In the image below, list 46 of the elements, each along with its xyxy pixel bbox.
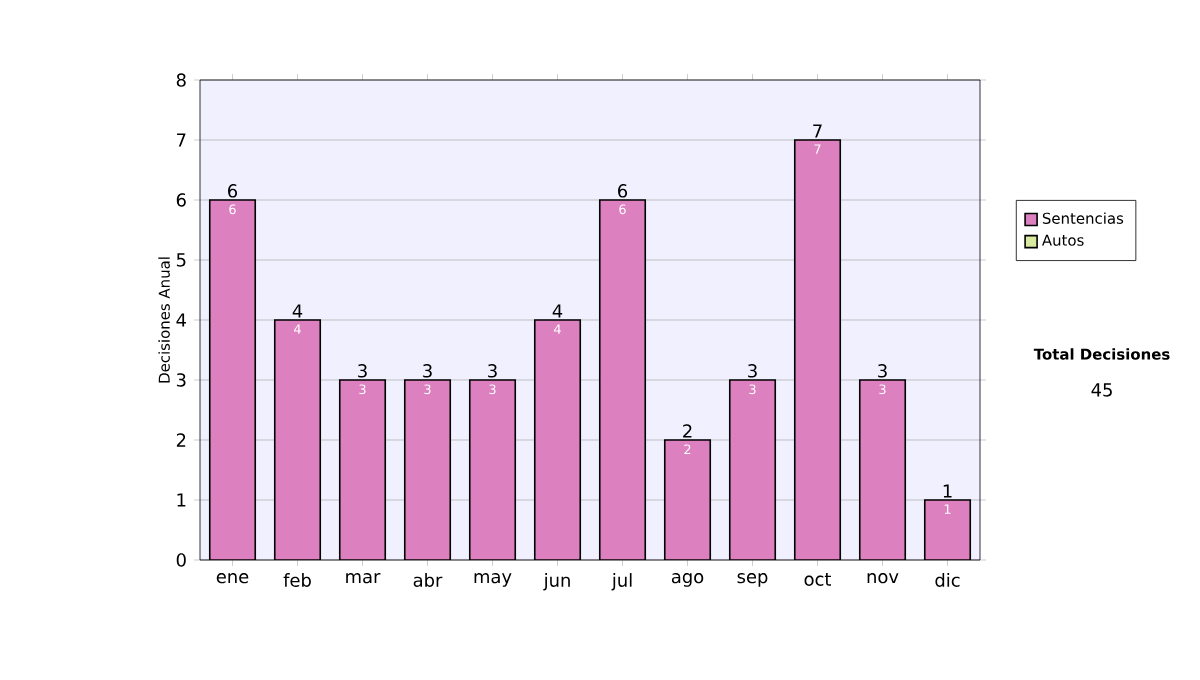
x-tick-label: mar xyxy=(346,573,381,584)
total-label: 4 xyxy=(552,304,563,318)
bar xyxy=(274,320,321,560)
total-label: 3 xyxy=(748,364,757,378)
x-tick-label: jul xyxy=(611,573,632,591)
y-tick-label: 4 xyxy=(176,313,186,327)
total-label: 3 xyxy=(878,364,887,378)
x-tick-label: may xyxy=(474,573,512,587)
y-tick-label: 2 xyxy=(176,433,186,447)
bar xyxy=(404,380,451,560)
bar xyxy=(339,380,386,560)
bar xyxy=(794,140,841,560)
total-label: 7 xyxy=(813,124,822,138)
x-tick-label: sep xyxy=(737,573,768,587)
total-label: 3 xyxy=(358,364,367,378)
total-label: 4 xyxy=(292,304,303,318)
total-label: 3 xyxy=(488,364,497,378)
x-tick-label: jun xyxy=(543,573,570,591)
total-label: 3 xyxy=(423,364,432,378)
bar xyxy=(469,380,516,560)
bar xyxy=(859,380,906,560)
y-tick-label: 8 xyxy=(176,73,186,87)
y-tick-label: 0 xyxy=(176,553,186,567)
x-tick-label: ago xyxy=(671,573,704,587)
total-label: 1 xyxy=(943,484,952,498)
y-tick-label: 3 xyxy=(176,373,186,387)
x-tick-label: ene xyxy=(216,573,249,584)
total-label: 2 xyxy=(683,424,692,438)
bar xyxy=(209,200,256,560)
x-tick-label: nov xyxy=(867,573,899,584)
bar xyxy=(923,499,972,560)
total-label: 6 xyxy=(618,184,628,198)
y-tick-label: 1 xyxy=(177,493,186,507)
text: 45 xyxy=(1091,383,1112,397)
y-tick-label: 6 xyxy=(176,193,186,207)
y-tick-label: 7 xyxy=(177,133,186,147)
bar xyxy=(729,380,776,560)
bar xyxy=(534,320,581,560)
bar xyxy=(599,200,646,560)
x-tick-label: feb xyxy=(283,573,311,587)
x-tick-label: oct xyxy=(804,573,832,586)
x-tick-label: dic xyxy=(935,573,960,587)
y-tick-label: 5 xyxy=(176,253,186,267)
bar xyxy=(664,440,711,560)
x-tick-label: abr xyxy=(413,573,443,587)
total-label: 6 xyxy=(228,184,238,198)
